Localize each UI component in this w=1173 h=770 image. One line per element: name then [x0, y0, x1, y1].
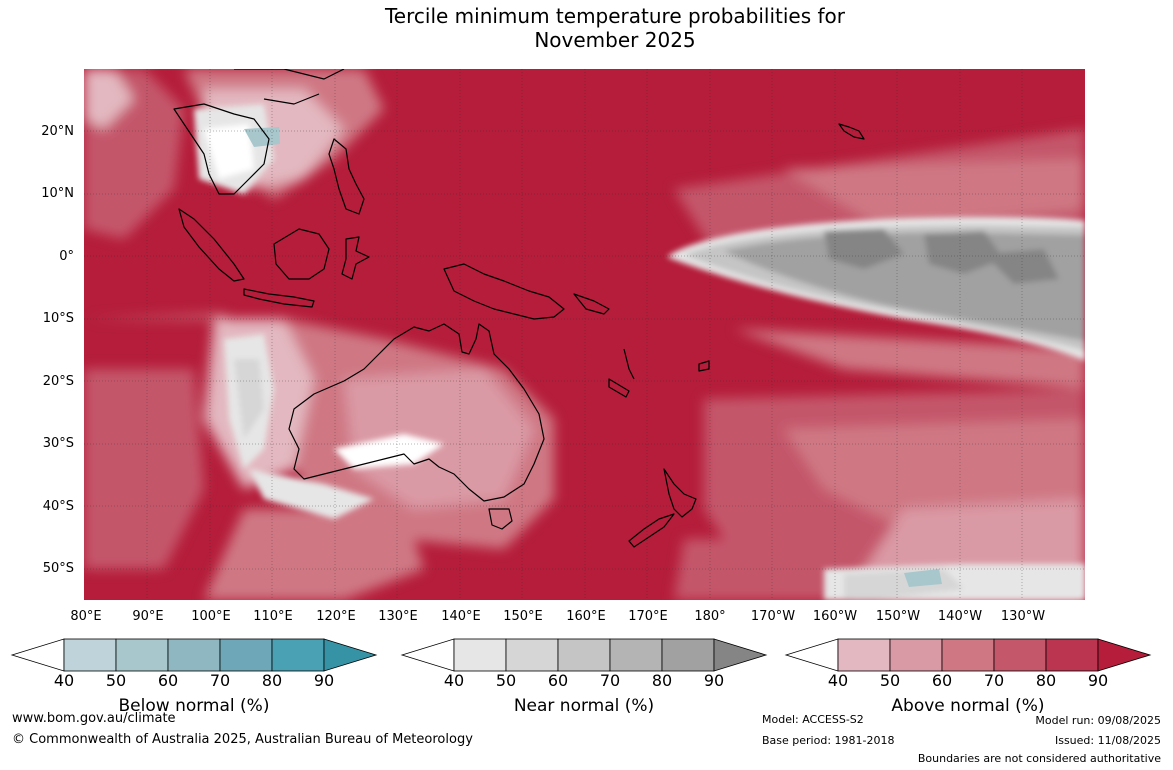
below-normal-title: Below normal (%) — [118, 696, 270, 716]
lon-label-170e: 170°E — [628, 609, 668, 624]
near-swatch-3 — [609, 638, 663, 672]
sulawesi-outline — [341, 236, 370, 280]
new-zealand-north — [663, 468, 697, 518]
new-caledonia-outline — [608, 378, 630, 398]
australia-outline — [288, 323, 545, 502]
below-swatch-5 — [323, 638, 378, 672]
above-tick-50: 50 — [879, 671, 901, 690]
colorbar-near-normal — [400, 638, 768, 672]
above-tick-40: 40 — [827, 671, 849, 690]
below-tick-40: 40 — [53, 671, 75, 690]
below-tick-70: 70 — [209, 671, 231, 690]
colorbar-above-normal — [784, 638, 1152, 672]
footer-disclaimer: Boundaries are not considered authoritat… — [917, 752, 1161, 765]
near-tick-90: 90 — [703, 671, 725, 690]
lat-label-30s: 30°S — [42, 436, 74, 451]
above-tick-70: 70 — [983, 671, 1005, 690]
title-line-1: Tercile minimum temperature probabilitie… — [384, 4, 846, 28]
above-swatch-5 — [1097, 638, 1152, 672]
above-tick-60: 60 — [931, 671, 953, 690]
below-swatch-1 — [115, 638, 169, 672]
lon-label-140w: 140°W — [937, 609, 983, 624]
near-swatch-0 — [453, 638, 507, 672]
near-tick-80: 80 — [651, 671, 673, 690]
new-guinea-outline — [443, 263, 565, 320]
below-swatch-0 — [63, 638, 117, 672]
lat-label-10n: 10°N — [41, 186, 74, 201]
near-swatch-1 — [505, 638, 559, 672]
above-tick-80: 80 — [1035, 671, 1057, 690]
below-tick-80: 80 — [261, 671, 283, 690]
lat-label-0: 0° — [59, 249, 74, 264]
java-outline — [243, 288, 315, 308]
coastlines — [173, 69, 865, 548]
lat-label-20n: 20°N — [41, 124, 74, 139]
below-tick-90: 90 — [313, 671, 335, 690]
solomons-outline — [573, 293, 610, 315]
vanuatu-outline — [623, 348, 635, 380]
fiji-outline — [698, 360, 710, 372]
above-swatch-4 — [1045, 638, 1099, 672]
below-swatch-3 — [219, 638, 273, 672]
near-swatch-2 — [557, 638, 611, 672]
lon-label-170w: 170°W — [750, 609, 796, 624]
lon-label-150w: 150°W — [875, 609, 921, 624]
lon-label-100e: 100°E — [191, 609, 231, 624]
near-tick-50: 50 — [495, 671, 517, 690]
lon-label-120e: 120°E — [316, 609, 356, 624]
near-tick-70: 70 — [599, 671, 621, 690]
below-tick-60: 60 — [157, 671, 179, 690]
lon-label-160w: 160°W — [812, 609, 858, 624]
below-swatch-4 — [271, 638, 325, 672]
indochina-outline — [173, 103, 270, 195]
near-swatch-5 — [713, 638, 768, 672]
chart-title: Tercile minimum temperature probabilitie… — [0, 4, 1173, 52]
near-normal-shading — [194, 104, 1085, 600]
lat-label-20s: 20°S — [42, 374, 74, 389]
lon-label-110e: 110°E — [253, 609, 293, 624]
lon-label-160e: 160°E — [566, 609, 606, 624]
near-normal-title: Near normal (%) — [513, 696, 655, 716]
near-tick-40: 40 — [443, 671, 465, 690]
lon-label-90e: 90°E — [132, 609, 164, 624]
lon-label-140e: 140°E — [441, 609, 481, 624]
new-zealand-south — [628, 513, 675, 548]
near-tick-60: 60 — [547, 671, 569, 690]
footer-issued: Issued: 11/08/2025 — [1054, 734, 1161, 747]
colorbars — [10, 638, 1152, 672]
lon-label-80e: 80°E — [70, 609, 102, 624]
footer-model: Model: ACCESS-S2 — [762, 713, 864, 726]
footer-url[interactable]: www.bom.gov.au/climate — [12, 711, 176, 726]
title-line-2: November 2025 — [534, 28, 696, 52]
above-normal-title: Above normal (%) — [891, 696, 1045, 716]
lon-label-130e: 130°E — [378, 609, 418, 624]
below-tick-50: 50 — [105, 671, 127, 690]
gridlines — [84, 69, 1085, 600]
above-swatch-0 — [837, 638, 891, 672]
lat-label-40s: 40°S — [42, 499, 74, 514]
footer-base-period: Base period: 1981-2018 — [762, 734, 895, 747]
above-tick-90: 90 — [1087, 671, 1109, 690]
philippines-outline — [328, 138, 365, 215]
hawaii-outline — [838, 123, 865, 140]
near-swatch-4 — [661, 638, 715, 672]
china-coast-outline — [234, 69, 345, 105]
colorbar-below-normal — [10, 638, 378, 672]
above-swatch-3 — [993, 638, 1047, 672]
sumatra-outline — [178, 208, 245, 282]
borneo-outline — [273, 228, 330, 280]
above-swatch-1 — [889, 638, 943, 672]
lat-label-10s: 10°S — [42, 311, 74, 326]
lon-label-130w: 130°W — [1000, 609, 1046, 624]
below-swatch-2 — [167, 638, 221, 672]
tasmania-outline — [488, 508, 513, 530]
below-normal-shading — [244, 127, 942, 587]
lon-label-180: 180° — [694, 609, 726, 624]
above-swatch-2 — [941, 638, 995, 672]
probability-map — [84, 69, 1085, 600]
lon-label-150e: 150°E — [503, 609, 543, 624]
lat-label-50s: 50°S — [42, 561, 74, 576]
footer-model-run: Model run: 09/08/2025 — [1035, 714, 1161, 727]
footer-copyright: © Commonwealth of Australia 2025, Austra… — [12, 732, 473, 747]
